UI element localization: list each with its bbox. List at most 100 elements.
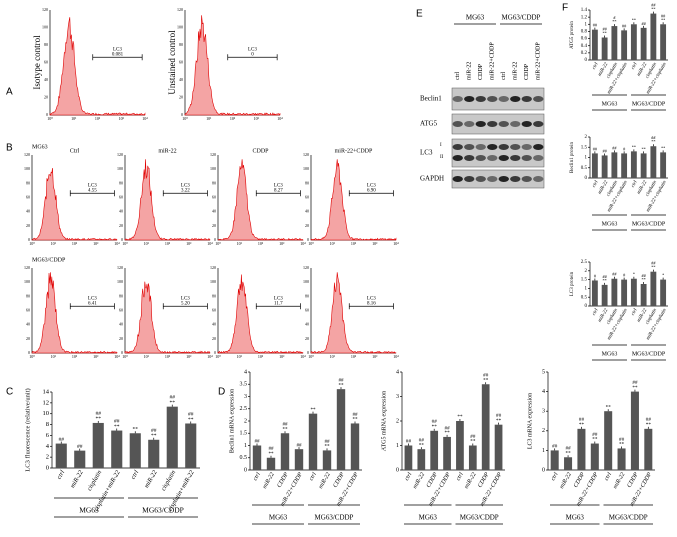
bar bbox=[630, 278, 637, 306]
y-tick-label: 20 bbox=[26, 336, 30, 341]
gate bbox=[92, 54, 143, 61]
bar bbox=[252, 445, 262, 470]
bar bbox=[660, 24, 667, 61]
band bbox=[533, 176, 544, 182]
y-tick-label: 20 bbox=[119, 223, 123, 228]
y-tick-label: 80 bbox=[212, 180, 216, 185]
group-label: MG63/CDDP bbox=[142, 506, 184, 515]
bar bbox=[640, 27, 647, 60]
y-tick-label: 60 bbox=[119, 194, 123, 199]
y-tick-label: 100 bbox=[210, 279, 216, 284]
significance: ## bbox=[445, 425, 451, 431]
y-tick-label: 40 bbox=[119, 322, 123, 327]
significance: ** bbox=[619, 442, 625, 448]
x-tick-label: 10³ bbox=[119, 116, 125, 121]
x-tick-label: 10⁴ bbox=[300, 241, 306, 246]
gate-value: 0 bbox=[251, 52, 254, 57]
band bbox=[498, 96, 509, 102]
bar bbox=[185, 423, 197, 468]
y-tick-label: 100 bbox=[117, 279, 123, 284]
gate-label: LC3 bbox=[274, 183, 283, 188]
y-tick-label: 80 bbox=[305, 293, 309, 298]
x-tick-label: ctrl bbox=[455, 471, 465, 482]
y-tick-label: 80 bbox=[119, 180, 123, 185]
significance: ## bbox=[552, 444, 558, 450]
y-tick-label: 2.5 bbox=[581, 260, 588, 265]
histogram-title: miR-22 bbox=[158, 148, 176, 154]
y-tick-label: 1.5 bbox=[581, 278, 588, 283]
y-tick-label: 0.5 bbox=[240, 455, 248, 461]
significance: ** bbox=[338, 382, 344, 388]
significance: ## bbox=[483, 373, 489, 379]
y-tick-label: 1 bbox=[244, 443, 247, 449]
significance: ## bbox=[188, 412, 194, 418]
y-tick-label: 8 bbox=[46, 421, 49, 428]
x-tick-label: 10¹ bbox=[330, 354, 336, 359]
lane-label: ctrl bbox=[455, 72, 461, 80]
group-label: MG63/CDDP bbox=[632, 221, 666, 227]
y-tick-label: 0.6 bbox=[581, 37, 588, 42]
panel-label: A bbox=[6, 87, 13, 98]
band bbox=[487, 144, 498, 150]
axis bbox=[249, 372, 362, 471]
gate bbox=[227, 54, 278, 61]
gate-label: LC3 bbox=[367, 183, 376, 188]
x-tick-label: 10² bbox=[72, 241, 78, 246]
y-tick-label: 100 bbox=[24, 279, 30, 284]
x-tick-label: miR-22 bbox=[143, 469, 159, 490]
significance: ## bbox=[338, 378, 344, 384]
group-label: MG63 bbox=[419, 514, 438, 522]
y-tick-label: 4 bbox=[244, 369, 247, 375]
x-tick-label: 10⁴ bbox=[114, 354, 120, 359]
y-tick-label: 0 bbox=[28, 237, 30, 242]
y-tick-label: 1.2 bbox=[581, 15, 588, 20]
y-tick-label: 120 bbox=[24, 265, 30, 270]
y-axis-label: Beclin1 protein bbox=[570, 142, 575, 173]
group-label: MG63 bbox=[602, 221, 618, 227]
band bbox=[452, 96, 463, 102]
y-tick-label: 80 bbox=[26, 293, 30, 298]
significance: ## bbox=[661, 13, 666, 18]
y-tick-label: 120 bbox=[177, 7, 183, 12]
significance: # bbox=[613, 15, 616, 20]
band bbox=[452, 155, 463, 161]
y-axis-label: ATG5 mRNA expression bbox=[381, 391, 387, 451]
band bbox=[487, 96, 498, 102]
significance: * bbox=[633, 272, 635, 277]
group-label: MG63 bbox=[566, 514, 585, 522]
significance: ** bbox=[612, 19, 616, 24]
axis bbox=[310, 155, 396, 241]
bar bbox=[650, 146, 657, 178]
x-tick-label: 10¹ bbox=[237, 241, 243, 246]
blot-strip bbox=[451, 138, 545, 168]
y-tick-label: 3 bbox=[244, 394, 247, 400]
band bbox=[521, 96, 532, 102]
histogram-area bbox=[31, 167, 118, 241]
y-tick-label: 60 bbox=[305, 194, 309, 199]
significance: ## bbox=[651, 135, 656, 140]
y-axis-label: Unstained control bbox=[167, 30, 177, 95]
y-tick-label: 0.5 bbox=[581, 166, 588, 171]
bar bbox=[417, 449, 426, 470]
gate-label: LC3 bbox=[181, 296, 190, 301]
x-tick-label: CDDP bbox=[426, 471, 440, 488]
band bbox=[475, 155, 486, 161]
x-tick-label: 10⁴ bbox=[393, 354, 399, 359]
y-tick-label: 0 bbox=[214, 350, 216, 355]
bar bbox=[591, 29, 598, 60]
significance: ** bbox=[606, 404, 612, 410]
band bbox=[533, 96, 544, 102]
bar bbox=[630, 151, 637, 178]
significance: ** bbox=[592, 437, 598, 443]
significance: ** bbox=[457, 414, 463, 420]
bar bbox=[92, 422, 104, 468]
y-tick-label: 1.5 bbox=[581, 145, 588, 150]
x-tick-label: 10² bbox=[258, 354, 264, 359]
gate-value: 11.7 bbox=[274, 301, 283, 306]
bar bbox=[74, 450, 86, 468]
x-tick-label: 10⁰ bbox=[122, 354, 128, 359]
panel-label: B bbox=[6, 143, 13, 154]
